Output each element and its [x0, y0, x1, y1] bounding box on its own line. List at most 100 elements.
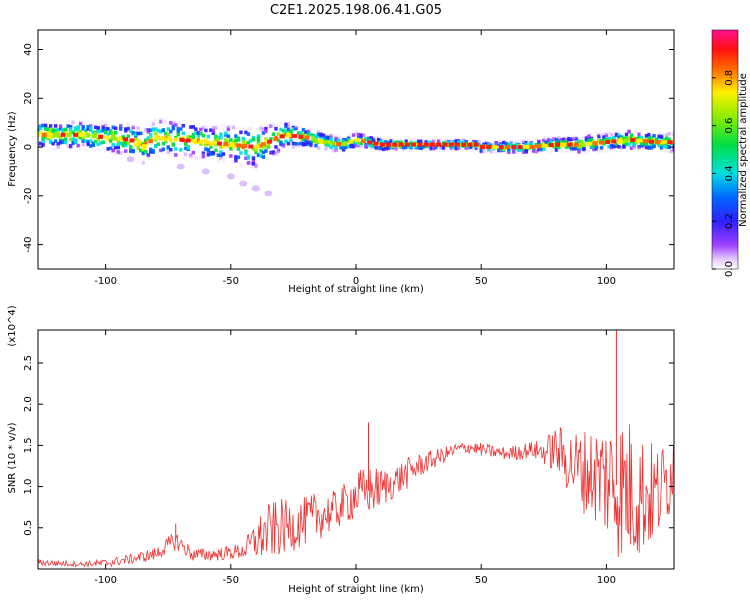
heatmap-cell: [522, 139, 526, 144]
ridge-cell: [354, 137, 360, 142]
heatmap-cell: [667, 137, 671, 142]
heatmap-cell: [374, 135, 378, 140]
heatmap-cell: [637, 135, 641, 140]
heatmap-cell: [199, 142, 203, 146]
heatmap-cell: [584, 137, 589, 141]
heatmap-cell: [281, 144, 286, 148]
heatmap-cell: [559, 138, 564, 142]
heatmap-cell: [249, 126, 253, 130]
heatmap-cell: [109, 146, 113, 151]
heatmap-cell: [569, 150, 574, 154]
heatmap-cell: [534, 150, 539, 155]
heatmap-cell: [261, 155, 266, 159]
heatmap-cell: [389, 142, 393, 147]
spectrogram-heatmap: [38, 117, 674, 197]
heatmap-cell: [269, 151, 273, 155]
heatmap-cell: [229, 124, 233, 129]
ridge-cell: [73, 132, 79, 137]
heatmap-cell: [239, 163, 243, 167]
heatmap-cell: [43, 119, 48, 123]
heatmap-cell: [529, 141, 534, 146]
heatmap-cell: [116, 152, 120, 156]
heatmap-cell: [184, 152, 188, 157]
heatmap-cell: [587, 138, 591, 143]
heatmap-cell: [136, 139, 140, 144]
heatmap-cell: [439, 138, 443, 142]
heatmap-cell: [211, 126, 216, 130]
heatmap-cell: [191, 150, 196, 155]
heatmap-cell: [354, 142, 358, 147]
heatmap-cell: [467, 145, 471, 150]
heatmap-cell: [304, 142, 308, 147]
heatmap-cell: [299, 145, 303, 149]
heatmap-cell: [164, 131, 168, 136]
heatmap-cell: [459, 138, 463, 142]
heatmap-cell: [149, 133, 153, 137]
heatmap-cell: [109, 129, 113, 133]
heatmap-cell: [557, 136, 561, 140]
heatmap-cell: [484, 149, 489, 154]
heatmap-cell: [286, 130, 291, 135]
heatmap-cell: [239, 130, 243, 135]
heatmap-cell: [176, 121, 181, 125]
heatmap-cell: [169, 147, 173, 152]
heatmap-cell: [639, 141, 644, 146]
heatmap-cell: [334, 136, 338, 141]
heatmap-cell: [399, 147, 403, 152]
heatmap-cell: [547, 138, 551, 142]
heatmap-cell: [376, 140, 381, 145]
top-y-axis-label: Frequency (Hz): [7, 111, 18, 187]
heatmap-cell: [572, 136, 576, 141]
heatmap-cell: [189, 137, 193, 142]
heatmap-cell: [381, 140, 386, 144]
heatmap-cell: [264, 137, 268, 142]
heatmap-cell: [444, 138, 448, 143]
ridge-cell: [342, 142, 348, 147]
heatmap-cell: [96, 129, 100, 134]
heatmap-cell: [269, 124, 273, 129]
heatmap-cell: [246, 132, 251, 136]
heatmap-cell: [326, 135, 331, 140]
tail-cell: [201, 168, 210, 175]
heatmap-cell: [206, 147, 211, 152]
heatmap-cell: [104, 123, 108, 128]
heatmap-cell: [554, 148, 559, 152]
heatmap-cell: [48, 128, 53, 132]
heatmap-cell: [321, 136, 326, 140]
heatmap-cell: [507, 139, 511, 144]
heatmap-cell: [359, 135, 363, 139]
heatmap-cell: [406, 147, 411, 152]
heatmap-cell: [274, 126, 278, 131]
heatmap-cell: [672, 139, 674, 144]
heatmap-cell: [314, 143, 318, 148]
heatmap-cell: [391, 137, 396, 142]
heatmap-cell: [549, 139, 554, 144]
heatmap-cell: [291, 141, 296, 146]
ridge-cell: [392, 142, 398, 147]
heatmap-cell: [437, 147, 441, 151]
heatmap-cell: [119, 151, 123, 155]
heatmap-cell: [109, 150, 113, 154]
heatmap-cell: [349, 133, 353, 137]
heatmap-cell: [279, 122, 283, 126]
heatmap-cell: [119, 123, 123, 128]
heatmap-cell: [219, 132, 223, 137]
heatmap-cell: [144, 141, 148, 145]
heatmap-cell: [589, 144, 594, 148]
heatmap-cell: [129, 149, 133, 153]
heatmap-cell: [179, 124, 183, 128]
heatmap-cell: [114, 130, 118, 135]
heatmap-cell: [349, 132, 353, 137]
heatmap-cell: [169, 151, 173, 156]
heatmap-cell: [664, 145, 669, 150]
heatmap-cell: [632, 144, 636, 149]
heatmap-cell: [329, 145, 333, 150]
heatmap-cell: [289, 129, 293, 133]
heatmap-cell: [126, 126, 130, 131]
heatmap-cell: [229, 154, 233, 158]
ridge-cell: [48, 132, 54, 137]
heatmap-cell: [151, 149, 155, 153]
heatmap-cell: [664, 142, 669, 146]
heatmap-cell: [602, 142, 606, 146]
ridge-cell: [630, 137, 636, 142]
